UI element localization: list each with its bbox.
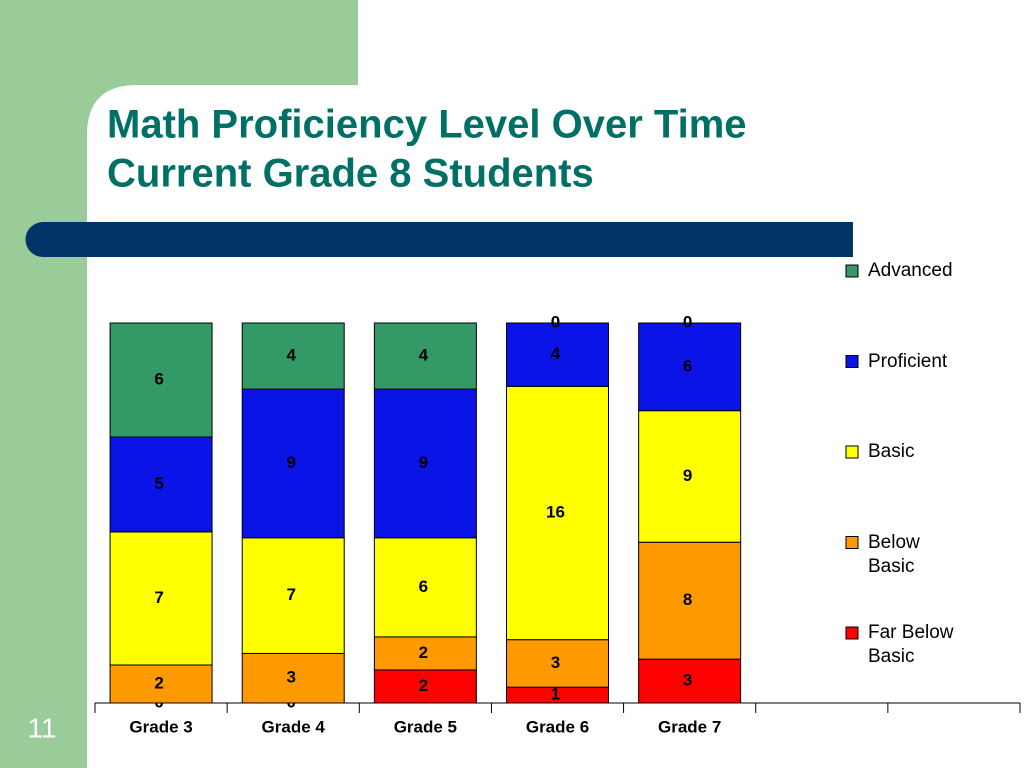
legend-label: Advanced: [868, 260, 953, 281]
data-label: 3: [683, 671, 692, 690]
data-label: 2: [154, 673, 163, 692]
bar-segment: [373, 537, 477, 638]
bar-segment: [506, 639, 609, 688]
data-label: 6: [154, 369, 163, 388]
x-tick-label: Grade 7: [658, 717, 721, 736]
legend-label: Proficient: [868, 350, 948, 372]
data-label: 3: [286, 668, 295, 687]
data-label: 7: [286, 585, 295, 604]
x-tick-label: Grade 5: [394, 717, 457, 736]
data-label: 9: [419, 453, 428, 472]
data-label: 4: [419, 346, 429, 365]
data-label: 2: [419, 643, 428, 662]
bar-segment: [638, 322, 742, 412]
data-label: 1: [551, 685, 560, 704]
data-label: 8: [683, 590, 692, 609]
bar-segment: [373, 636, 477, 671]
chart-title: Math Proficiency Level Over Time: [107, 103, 747, 147]
x-tick-label: Grade 6: [526, 717, 589, 736]
bar-segment: [241, 537, 345, 654]
data-label: 2: [419, 676, 428, 695]
bar-segment: [506, 385, 609, 641]
data-label: 9: [683, 466, 692, 485]
data-label: 3: [551, 653, 560, 672]
legend-label: Below Basic: [868, 531, 920, 577]
bar-segment: [109, 664, 213, 704]
data-label: 4: [551, 344, 561, 363]
bar-segment: [506, 322, 609, 387]
x-tick-label: Grade 3: [129, 717, 192, 736]
legend-swatch: [845, 355, 859, 368]
data-label: 4: [286, 346, 296, 365]
chart-subtitle: Current Grade 8 Students: [107, 152, 594, 196]
bar-segment: [373, 322, 477, 390]
title-bar: [25, 222, 853, 257]
data-label: 7: [154, 588, 163, 607]
bar-segment: [638, 541, 742, 660]
bar-segment: [638, 658, 742, 704]
bar-segment: [109, 436, 213, 533]
bar-segment: [109, 322, 213, 438]
legend-label: Far Below Basic: [868, 622, 954, 667]
x-tick-label: Grade 4: [262, 717, 326, 736]
legend-swatch: [845, 264, 859, 278]
data-label: 0: [683, 312, 692, 331]
bar-segment: [638, 410, 742, 543]
data-label: 0: [551, 312, 560, 331]
bar-segment: [109, 531, 213, 666]
bar-segment: [373, 388, 477, 539]
data-label: 6: [683, 356, 692, 375]
legend-label: Basic: [868, 441, 915, 462]
bar-segment: [241, 652, 345, 704]
data-label: 6: [419, 577, 428, 596]
bar-segment: [241, 322, 345, 390]
legend-swatch: [845, 445, 859, 459]
data-label: 5: [154, 474, 163, 493]
legend-swatch: [845, 626, 859, 640]
legend-swatch: [845, 536, 859, 549]
data-label: 16: [546, 502, 565, 521]
data-label: 9: [286, 453, 295, 472]
page-number: 11: [27, 712, 56, 743]
